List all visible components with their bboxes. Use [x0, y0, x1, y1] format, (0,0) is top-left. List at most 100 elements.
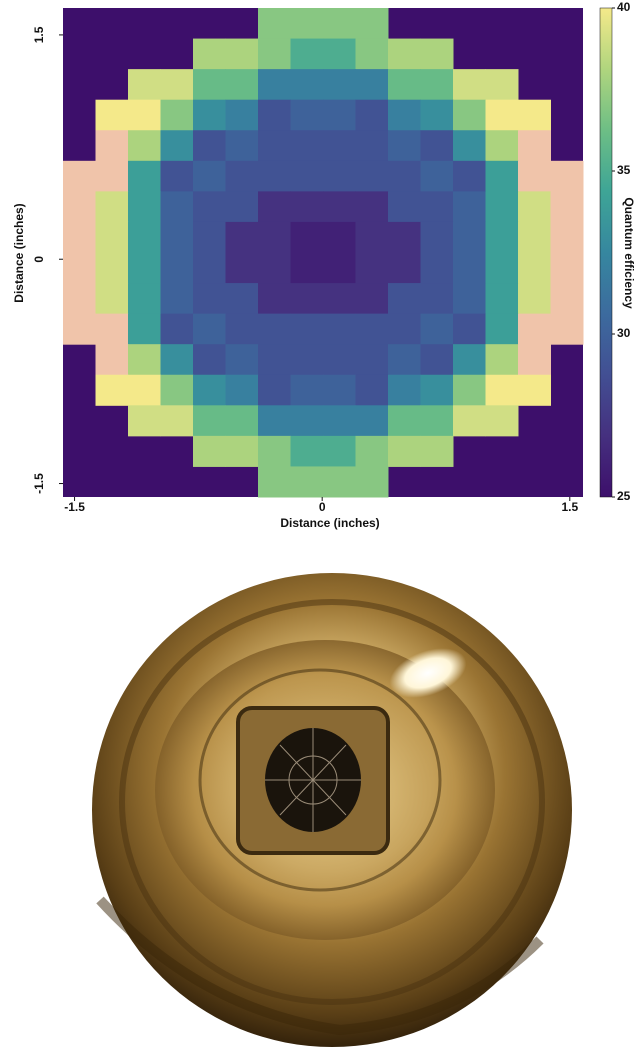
heatmap-cell	[388, 435, 421, 467]
heatmap-cell	[225, 252, 259, 284]
heatmap-cell	[258, 466, 291, 498]
colorbar-tick-label: 25	[617, 489, 631, 503]
heatmap-cell	[323, 435, 356, 467]
heatmap-cell	[323, 283, 356, 315]
heatmap-cell	[323, 69, 356, 101]
heatmap-cell	[95, 160, 129, 192]
heatmap-cell	[388, 344, 421, 376]
x-tick-label: -1.5	[64, 500, 85, 514]
heatmap-cell	[355, 466, 389, 498]
heatmap-cell	[518, 160, 551, 192]
heatmap-cell	[388, 69, 421, 101]
heatmap-cell	[518, 130, 551, 162]
heatmap-cell	[160, 160, 194, 192]
heatmap-cell	[128, 313, 161, 345]
heatmap-cell	[420, 38, 454, 70]
heatmap-cell	[63, 313, 96, 345]
heatmap-cell	[355, 38, 389, 70]
light-glare	[389, 648, 467, 698]
heatmap-cell	[485, 160, 519, 192]
heatmap-cell	[323, 405, 356, 437]
heatmap-cell	[453, 69, 486, 101]
heatmap-cell	[453, 160, 486, 192]
heatmap-cell	[485, 191, 519, 223]
heatmap-cell	[225, 313, 259, 345]
heatmap-cell	[453, 130, 486, 162]
heatmap-cell	[420, 221, 454, 253]
heatmap-cell	[453, 252, 486, 284]
heatmap-cell	[323, 466, 356, 498]
heatmap-cell	[128, 283, 161, 315]
heatmap-cell	[225, 405, 259, 437]
heatmap-cell	[95, 130, 129, 162]
heatmap-cell	[193, 160, 226, 192]
heatmap-cell	[290, 221, 324, 253]
heatmap-cell	[485, 374, 519, 406]
heatmap-cell	[225, 160, 259, 192]
y-tick-label: 0	[32, 256, 46, 263]
heatmap-cell	[355, 130, 389, 162]
heatmap-cell	[550, 313, 584, 345]
heatmap-cell	[388, 130, 421, 162]
heatmap-cell	[193, 99, 226, 131]
heatmap-cell	[258, 221, 291, 253]
heatmap-cell	[290, 252, 324, 284]
x-tick-label: 0	[319, 500, 326, 514]
heatmap-cell	[193, 435, 226, 467]
heatmap-cell	[453, 374, 486, 406]
heatmap-cell	[225, 38, 259, 70]
heatmap-cell	[518, 374, 551, 406]
mirror-ring	[119, 599, 545, 1005]
heatmap-cell	[160, 374, 194, 406]
heatmap-cell	[63, 160, 96, 192]
heatmap-cell	[160, 405, 194, 437]
heatmap-cell	[128, 221, 161, 253]
heatmap-cell	[258, 160, 291, 192]
heatmap-cell	[550, 283, 584, 315]
heatmap-cell	[290, 435, 324, 467]
heatmap-cell	[355, 221, 389, 253]
heatmap-cell	[95, 221, 129, 253]
heatmap-cell	[453, 221, 486, 253]
heatmap-cell	[290, 69, 324, 101]
heatmap-cell	[453, 99, 486, 131]
y-axis-label: Distance (inches)	[12, 203, 26, 302]
heatmap-cell	[355, 191, 389, 223]
heatmap-cell	[258, 252, 291, 284]
heatmap-cell	[95, 374, 129, 406]
heatmap-cell	[323, 99, 356, 131]
heatmap-cell	[355, 435, 389, 467]
heatmap-cell	[95, 283, 129, 315]
heatmap-cell	[290, 38, 324, 70]
heatmap-cell	[323, 38, 356, 70]
heatmap-cell	[485, 130, 519, 162]
heatmap-cell	[518, 283, 551, 315]
heatmap-cell	[290, 344, 324, 376]
heatmap-cell	[485, 313, 519, 345]
heatmap-cell	[258, 435, 291, 467]
heatmap-cell	[128, 344, 161, 376]
heatmap-cell	[323, 160, 356, 192]
sensor-grid	[265, 728, 361, 832]
heatmap-chart: Distance (inches) Distance (inches) Quan…	[12, 0, 636, 530]
heatmap-cell	[355, 8, 389, 40]
heatmap-cell	[258, 191, 291, 223]
heatmap-cell	[518, 313, 551, 345]
heatmap-cell	[323, 8, 356, 40]
heatmap-cell	[518, 252, 551, 284]
mirror-photo	[92, 573, 572, 1047]
heatmap-cell	[290, 374, 324, 406]
heatmap-cell	[193, 283, 226, 315]
colorbar	[599, 7, 613, 498]
heatmap-cell	[550, 191, 584, 223]
heatmap-cell	[258, 38, 291, 70]
heatmap-cell	[128, 130, 161, 162]
heatmap-cell	[258, 344, 291, 376]
heatmap-cell	[388, 221, 421, 253]
heatmap-cell	[95, 344, 129, 376]
heatmap-cell	[290, 8, 324, 40]
heatmap-cell	[485, 69, 519, 101]
heatmap-cell	[323, 221, 356, 253]
heatmap-cell	[518, 191, 551, 223]
heatmap-cell	[355, 313, 389, 345]
